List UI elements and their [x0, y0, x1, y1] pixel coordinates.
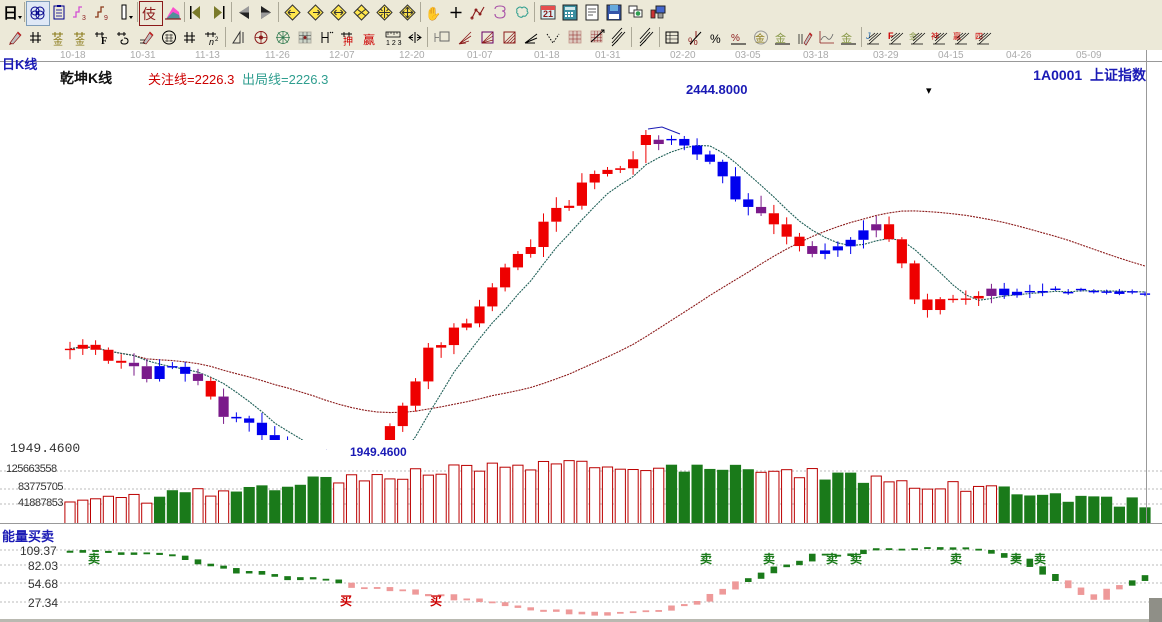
svg-text:赢: 赢 [363, 32, 375, 47]
svg-text:押: 押 [343, 35, 353, 48]
svg-text:J: J [865, 31, 871, 41]
svg-text:✋: ✋ [425, 6, 441, 21]
svg-text:金: 金 [775, 31, 786, 45]
svg-text:金: 金 [75, 35, 85, 48]
svg-text:n: n [209, 37, 214, 47]
svg-text:F: F [101, 36, 107, 47]
svg-text:2: 2 [215, 37, 219, 43]
svg-text:1 2 3: 1 2 3 [386, 40, 402, 47]
svg-text:21: 21 [543, 9, 553, 19]
svg-text:日: 日 [3, 5, 18, 22]
svg-text:金: 金 [53, 35, 63, 48]
svg-text:9: 9 [104, 15, 108, 22]
svg-text:3: 3 [82, 15, 86, 22]
svg-text:金: 金 [841, 31, 852, 45]
svg-text:金: 金 [755, 32, 765, 45]
svg-text:%: % [731, 33, 740, 44]
svg-text:%: % [710, 32, 721, 46]
svg-text:伎: 伎 [142, 7, 156, 23]
svg-text:四: 四 [975, 32, 983, 41]
svg-text:%: % [688, 36, 698, 48]
